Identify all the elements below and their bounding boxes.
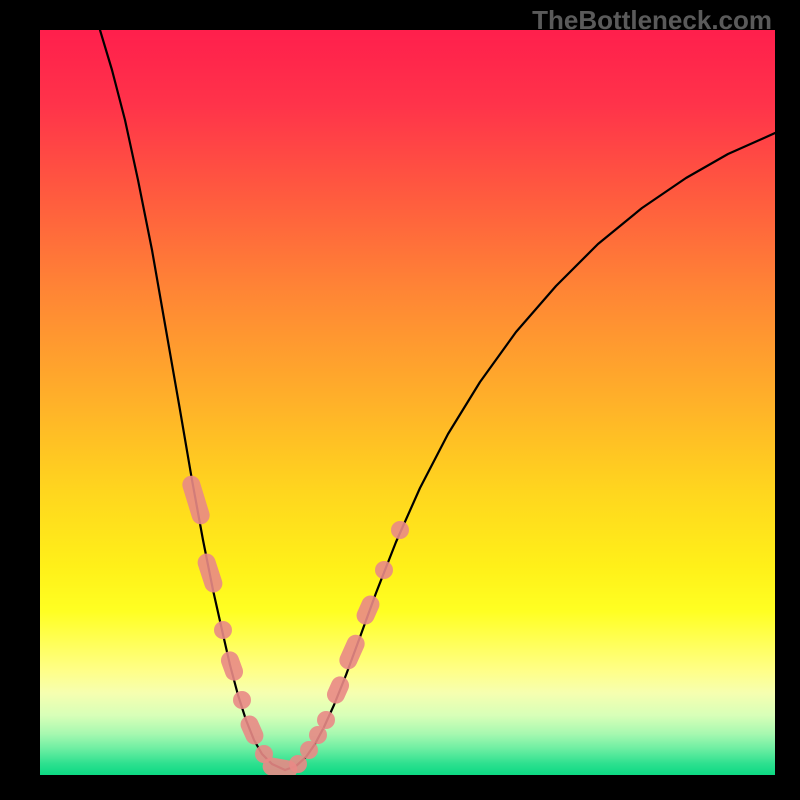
plot-svg (40, 30, 775, 775)
watermark-text: TheBottleneck.com (532, 5, 772, 36)
chart-container: TheBottleneck.com (0, 0, 800, 800)
plot-area (40, 30, 775, 775)
